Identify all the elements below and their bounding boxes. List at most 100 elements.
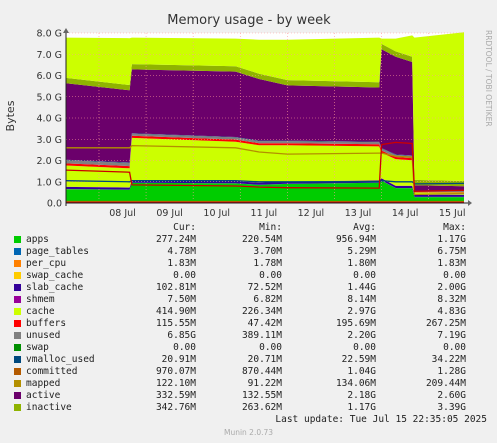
legend-row: buffers 115.55M 47.42M 195.69M 267.25M — [14, 318, 486, 330]
y-axis-label: Bytes — [4, 100, 17, 131]
legend-swatch — [14, 344, 21, 351]
legend-cur-value: 414.90M — [155, 306, 196, 317]
y-axis-arrow-icon — [63, 28, 69, 33]
legend-min-value: 263.62M — [241, 402, 282, 413]
last-update: Last update: Tue Jul 15 22:35:05 2025 — [275, 414, 487, 425]
chart-title: Memory usage - by week — [167, 13, 331, 28]
legend-min-value: 0.00 — [259, 342, 282, 353]
legend-series-name: inactive — [26, 402, 72, 413]
legend-series-name: cache — [26, 306, 55, 317]
legend-cur-value: 115.55M — [155, 318, 196, 329]
legend-row: apps 277.24M 220.54M 956.94M 1.17G — [14, 234, 486, 246]
legend-swatch — [14, 296, 21, 303]
legend-header: Cur: Min: Avg: Max: — [14, 222, 486, 234]
legend-header-avg: Avg: — [353, 222, 376, 233]
legend-row: swap 0.00 0.00 0.00 0.00 — [14, 342, 486, 354]
y-tick-label: 8.0 G — [37, 29, 63, 40]
legend-avg-value: 1.44G — [347, 282, 376, 293]
legend-row: unused 6.85G 389.11M 2.20G 7.19G — [14, 330, 486, 342]
legend-cur-value: 20.91M — [161, 354, 196, 365]
legend-max-value: 1.83M — [437, 258, 466, 269]
legend-row: mapped 122.10M 91.22M 134.06M 209.44M — [14, 378, 486, 390]
legend-header-min: Min: — [259, 222, 282, 233]
legend-max-value: 4.83G — [437, 306, 466, 317]
legend-row: per_cpu 1.83M 1.78M 1.80M 1.83M — [14, 258, 486, 270]
legend-swatch — [14, 248, 21, 255]
legend-avg-value: 2.18G — [347, 390, 376, 401]
x-tick-label: 08 Jul — [109, 208, 136, 219]
x-tick-label: 14 Jul — [392, 208, 419, 219]
x-tick-label: 11 Jul — [251, 208, 278, 219]
x-axis-arrow-icon — [468, 200, 472, 206]
area-apps-0 — [66, 180, 464, 203]
legend-series-name: slab_cache — [26, 282, 84, 293]
legend-min-value: 91.22M — [247, 378, 282, 389]
legend-cur-value: 102.81M — [155, 282, 196, 293]
legend-swatch — [14, 320, 21, 327]
legend-series-name: page_tables — [26, 246, 89, 257]
legend-header-max: Max: — [443, 222, 466, 233]
legend-min-value: 0.00 — [259, 270, 282, 281]
legend-series-name: vmalloc_used — [26, 354, 95, 365]
x-tick-label: 12 Jul — [298, 208, 325, 219]
legend-cur-value: 0.00 — [173, 342, 196, 353]
legend-avg-value: 8.14M — [347, 294, 376, 305]
y-tick-label: 1.0 G — [37, 177, 63, 188]
area-unused-15 — [66, 32, 464, 181]
legend-min-value: 132.55M — [241, 390, 282, 401]
legend-row: active 332.59M 132.55M 2.18G 2.60G — [14, 390, 486, 402]
legend-max-value: 2.60G — [437, 390, 466, 401]
legend-cur-value: 6.85G — [167, 330, 196, 341]
memory-chart: Memory usage - by week Bytes RRDTOOL / T… — [4, 13, 493, 219]
legend-series-name: active — [26, 390, 61, 401]
legend-row: inactive 342.76M 263.62M 1.17G 3.39G — [14, 402, 486, 414]
legend-avg-value: 0.00 — [353, 270, 376, 281]
legend-max-value: 8.32M — [437, 294, 466, 305]
legend-row: shmem 7.50M 6.82M 8.14M 8.32M — [14, 294, 486, 306]
legend-max-value: 1.28G — [437, 366, 466, 377]
area-active-13 — [66, 49, 464, 191]
legend-max-value: 0.00 — [443, 342, 466, 353]
munin-version: Munin 2.0.73 — [223, 428, 274, 437]
y-tick-label: 6.0 G — [37, 71, 63, 82]
legend-series-name: swap_cache — [26, 270, 84, 281]
y-tick-label: 7.0 G — [37, 50, 63, 61]
legend-table: Cur: Min: Avg: Max: apps 277.24M 220.54M 95… — [14, 222, 486, 414]
legend-min-value: 220.54M — [241, 234, 282, 245]
legend-cur-value: 122.10M — [155, 378, 196, 389]
legend-avg-value: 1.04G — [347, 366, 376, 377]
legend-min-value: 1.78M — [253, 258, 282, 269]
x-ticks: 08 Jul 09 Jul 10 Jul 11 Jul 12 Jul 13 Jul 14 J… — [109, 208, 465, 219]
legend-avg-value: 22.59M — [341, 354, 376, 365]
legend-cur-value: 0.00 — [173, 270, 196, 281]
legend-swatch — [14, 332, 21, 339]
legend-avg-value: 0.00 — [353, 342, 376, 353]
legend-avg-value: 2.97G — [347, 306, 376, 317]
legend-swatch — [14, 308, 21, 315]
legend-min-value: 389.11M — [241, 330, 282, 341]
legend-series-name: per_cpu — [26, 258, 67, 269]
legend-max-value: 209.44M — [425, 378, 466, 389]
legend-min-value: 870.44M — [241, 366, 282, 377]
legend-min-value: 3.70M — [253, 246, 282, 257]
legend-cur-value: 342.76M — [155, 402, 196, 413]
legend-series-name: shmem — [26, 294, 55, 305]
legend-max-value: 3.39G — [437, 402, 466, 413]
y-tick-label: 5.0 G — [37, 92, 63, 103]
legend-avg-value: 134.06M — [335, 378, 376, 389]
legend-series-name: mapped — [26, 378, 61, 389]
legend-cur-value: 970.07M — [155, 366, 196, 377]
stacked-areas — [66, 32, 464, 203]
legend-min-value: 20.71M — [247, 354, 282, 365]
area-slab_cache-4 — [66, 178, 464, 197]
legend-swatch — [14, 404, 21, 411]
legend-row: page_tables 4.78M 3.70M 5.29M 6.75M — [14, 246, 486, 258]
legend-avg-value: 1.17G — [347, 402, 376, 413]
legend-min-value: 72.52M — [247, 282, 282, 293]
legend-avg-value: 1.80M — [347, 258, 376, 269]
legend-avg-value: 5.29M — [347, 246, 376, 257]
legend-swatch — [14, 284, 21, 291]
legend-max-value: 0.00 — [443, 270, 466, 281]
x-tick-label: 10 Jul — [203, 208, 230, 219]
y-tick-label: 4.0 G — [37, 114, 63, 125]
